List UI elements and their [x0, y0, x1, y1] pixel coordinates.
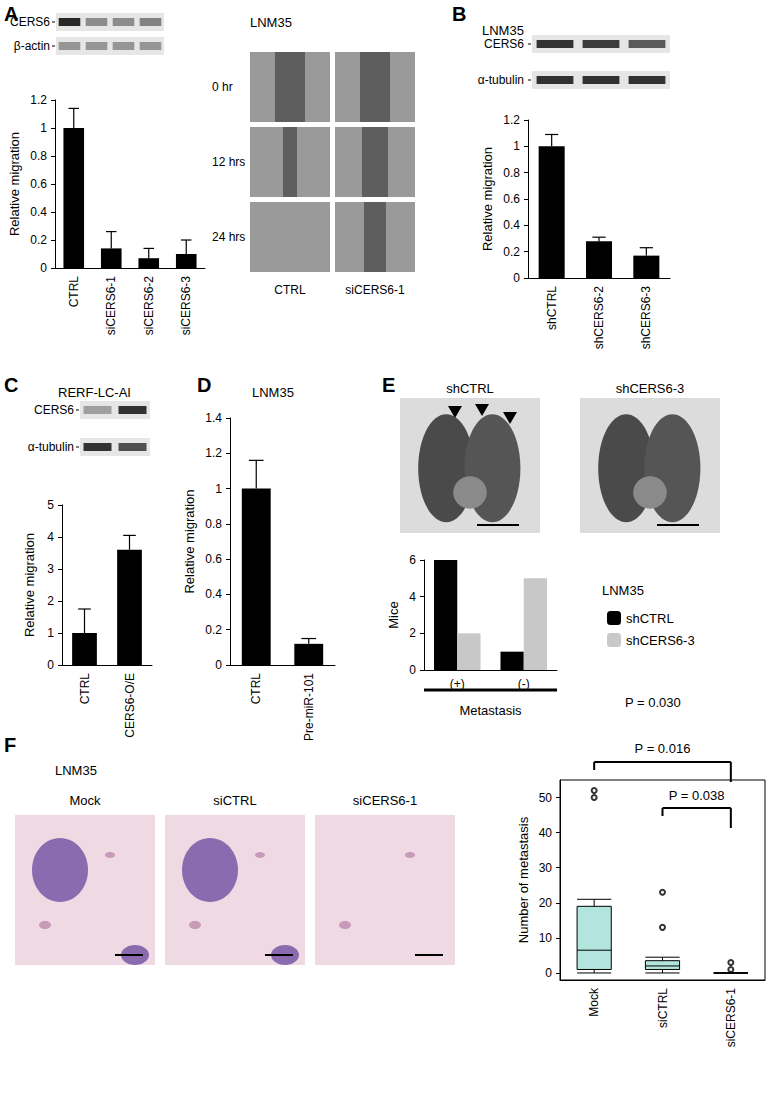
svg-text:1: 1 [47, 626, 54, 640]
svg-text:siCERS6-2: siCERS6-2 [142, 276, 156, 336]
svg-text:siCERS6-1: siCERS6-1 [353, 793, 417, 808]
svg-text:0.4: 0.4 [30, 205, 47, 219]
svg-text:0: 0 [215, 658, 222, 672]
svg-text:Mock: Mock [587, 987, 601, 1017]
svg-text:shCERS6-3: shCERS6-3 [639, 286, 653, 350]
svg-text:shCERS6-3: shCERS6-3 [626, 633, 695, 648]
svg-text:siCERS6-1: siCERS6-1 [345, 283, 405, 297]
svg-text:Relative migration: Relative migration [480, 147, 495, 251]
svg-text:siCTRL: siCTRL [656, 988, 670, 1028]
svg-text:1.2: 1.2 [205, 446, 222, 460]
svg-text:CTRL: CTRL [274, 283, 306, 297]
svg-text:12 hrs: 12 hrs [212, 155, 245, 169]
svg-text:LNM35: LNM35 [55, 763, 97, 778]
svg-text:6: 6 [409, 553, 416, 567]
svg-text:0.2: 0.2 [205, 623, 222, 637]
svg-text:siCERS6-1: siCERS6-1 [104, 276, 118, 336]
svg-text:1.2: 1.2 [503, 113, 520, 127]
svg-text:shCERS6-2: shCERS6-2 [592, 286, 606, 350]
svg-text:Relative migration: Relative migration [7, 132, 22, 236]
svg-text:Mock: Mock [69, 793, 101, 808]
svg-text:CERS6: CERS6 [10, 15, 50, 29]
svg-text:0.2: 0.2 [30, 233, 47, 247]
svg-text:LNM35: LNM35 [602, 583, 644, 598]
svg-text:C: C [4, 374, 18, 396]
svg-text:24 hrs: 24 hrs [212, 230, 245, 244]
svg-text:0.4: 0.4 [503, 218, 520, 232]
svg-text:E: E [382, 374, 395, 396]
svg-text:LNM35: LNM35 [250, 15, 292, 30]
svg-text:A: A [4, 3, 19, 25]
svg-text:LNM35: LNM35 [252, 385, 294, 400]
svg-text:α-tubulin: α-tubulin [28, 440, 74, 454]
svg-text:Mice: Mice [386, 601, 401, 628]
svg-text:30: 30 [539, 861, 553, 875]
svg-text:CERS6: CERS6 [34, 403, 74, 417]
svg-text:1.2: 1.2 [30, 93, 47, 107]
svg-text:1.4: 1.4 [205, 411, 222, 425]
svg-text:0.8: 0.8 [205, 517, 222, 531]
svg-text:Relative migration: Relative migration [182, 489, 197, 593]
svg-text:P = 0.038: P = 0.038 [669, 788, 725, 803]
svg-text:RERF-LC-AI: RERF-LC-AI [58, 385, 131, 400]
svg-text:siCERS6-3: siCERS6-3 [179, 276, 193, 336]
svg-text:0: 0 [409, 663, 416, 677]
svg-text:20: 20 [539, 896, 553, 910]
svg-text:0.2: 0.2 [503, 245, 520, 259]
svg-text:0: 0 [513, 271, 520, 285]
svg-text:P = 0.030: P = 0.030 [625, 695, 681, 710]
svg-text:F: F [4, 734, 16, 756]
svg-text:3: 3 [47, 562, 54, 576]
svg-text:0.8: 0.8 [30, 149, 47, 163]
svg-text:1: 1 [513, 139, 520, 153]
svg-text:CERS6: CERS6 [484, 37, 524, 51]
svg-text:4: 4 [409, 590, 416, 604]
svg-text:siCERS6-1: siCERS6-1 [724, 988, 738, 1048]
svg-text:P = 0.016: P = 0.016 [635, 741, 691, 756]
svg-text:shCTRL: shCTRL [446, 381, 494, 396]
svg-text:0 hr: 0 hr [212, 80, 233, 94]
svg-text:Relative migration: Relative migration [22, 533, 37, 637]
svg-text:2: 2 [409, 626, 416, 640]
svg-text:0: 0 [47, 658, 54, 672]
svg-text:CTRL: CTRL [78, 673, 92, 705]
svg-text:4: 4 [47, 530, 54, 544]
svg-text:0.6: 0.6 [30, 177, 47, 191]
svg-text:shCTRL: shCTRL [545, 286, 559, 330]
svg-text:2: 2 [47, 594, 54, 608]
svg-text:40: 40 [539, 826, 553, 840]
svg-text:shCTRL: shCTRL [626, 611, 674, 626]
svg-text:0: 0 [40, 261, 47, 275]
svg-text:siCTRL: siCTRL [213, 793, 256, 808]
svg-text:CTRL: CTRL [249, 673, 263, 705]
svg-text:1: 1 [215, 482, 222, 496]
svg-text:1: 1 [40, 121, 47, 135]
svg-text:α-tubulin: α-tubulin [478, 73, 524, 87]
svg-text:B: B [452, 3, 466, 25]
svg-text:β-actin: β-actin [14, 39, 50, 53]
svg-text:10: 10 [539, 931, 553, 945]
svg-text:CERS6-O/E: CERS6-O/E [123, 673, 137, 738]
svg-text:50: 50 [539, 791, 553, 805]
svg-text:Pre-miR-101: Pre-miR-101 [302, 673, 316, 741]
svg-text:LNM35: LNM35 [482, 23, 524, 38]
svg-text:shCERS6-3: shCERS6-3 [616, 381, 685, 396]
svg-text:0.4: 0.4 [205, 587, 222, 601]
svg-text:0: 0 [545, 966, 552, 980]
svg-text:Metastasis: Metastasis [459, 703, 522, 718]
svg-text:CTRL: CTRL [67, 276, 81, 308]
svg-text:5: 5 [47, 498, 54, 512]
svg-text:0.6: 0.6 [503, 192, 520, 206]
svg-text:0.8: 0.8 [503, 166, 520, 180]
svg-text:0.6: 0.6 [205, 552, 222, 566]
svg-text:D: D [197, 374, 211, 396]
svg-text:Number of metastasis: Number of metastasis [516, 816, 531, 943]
